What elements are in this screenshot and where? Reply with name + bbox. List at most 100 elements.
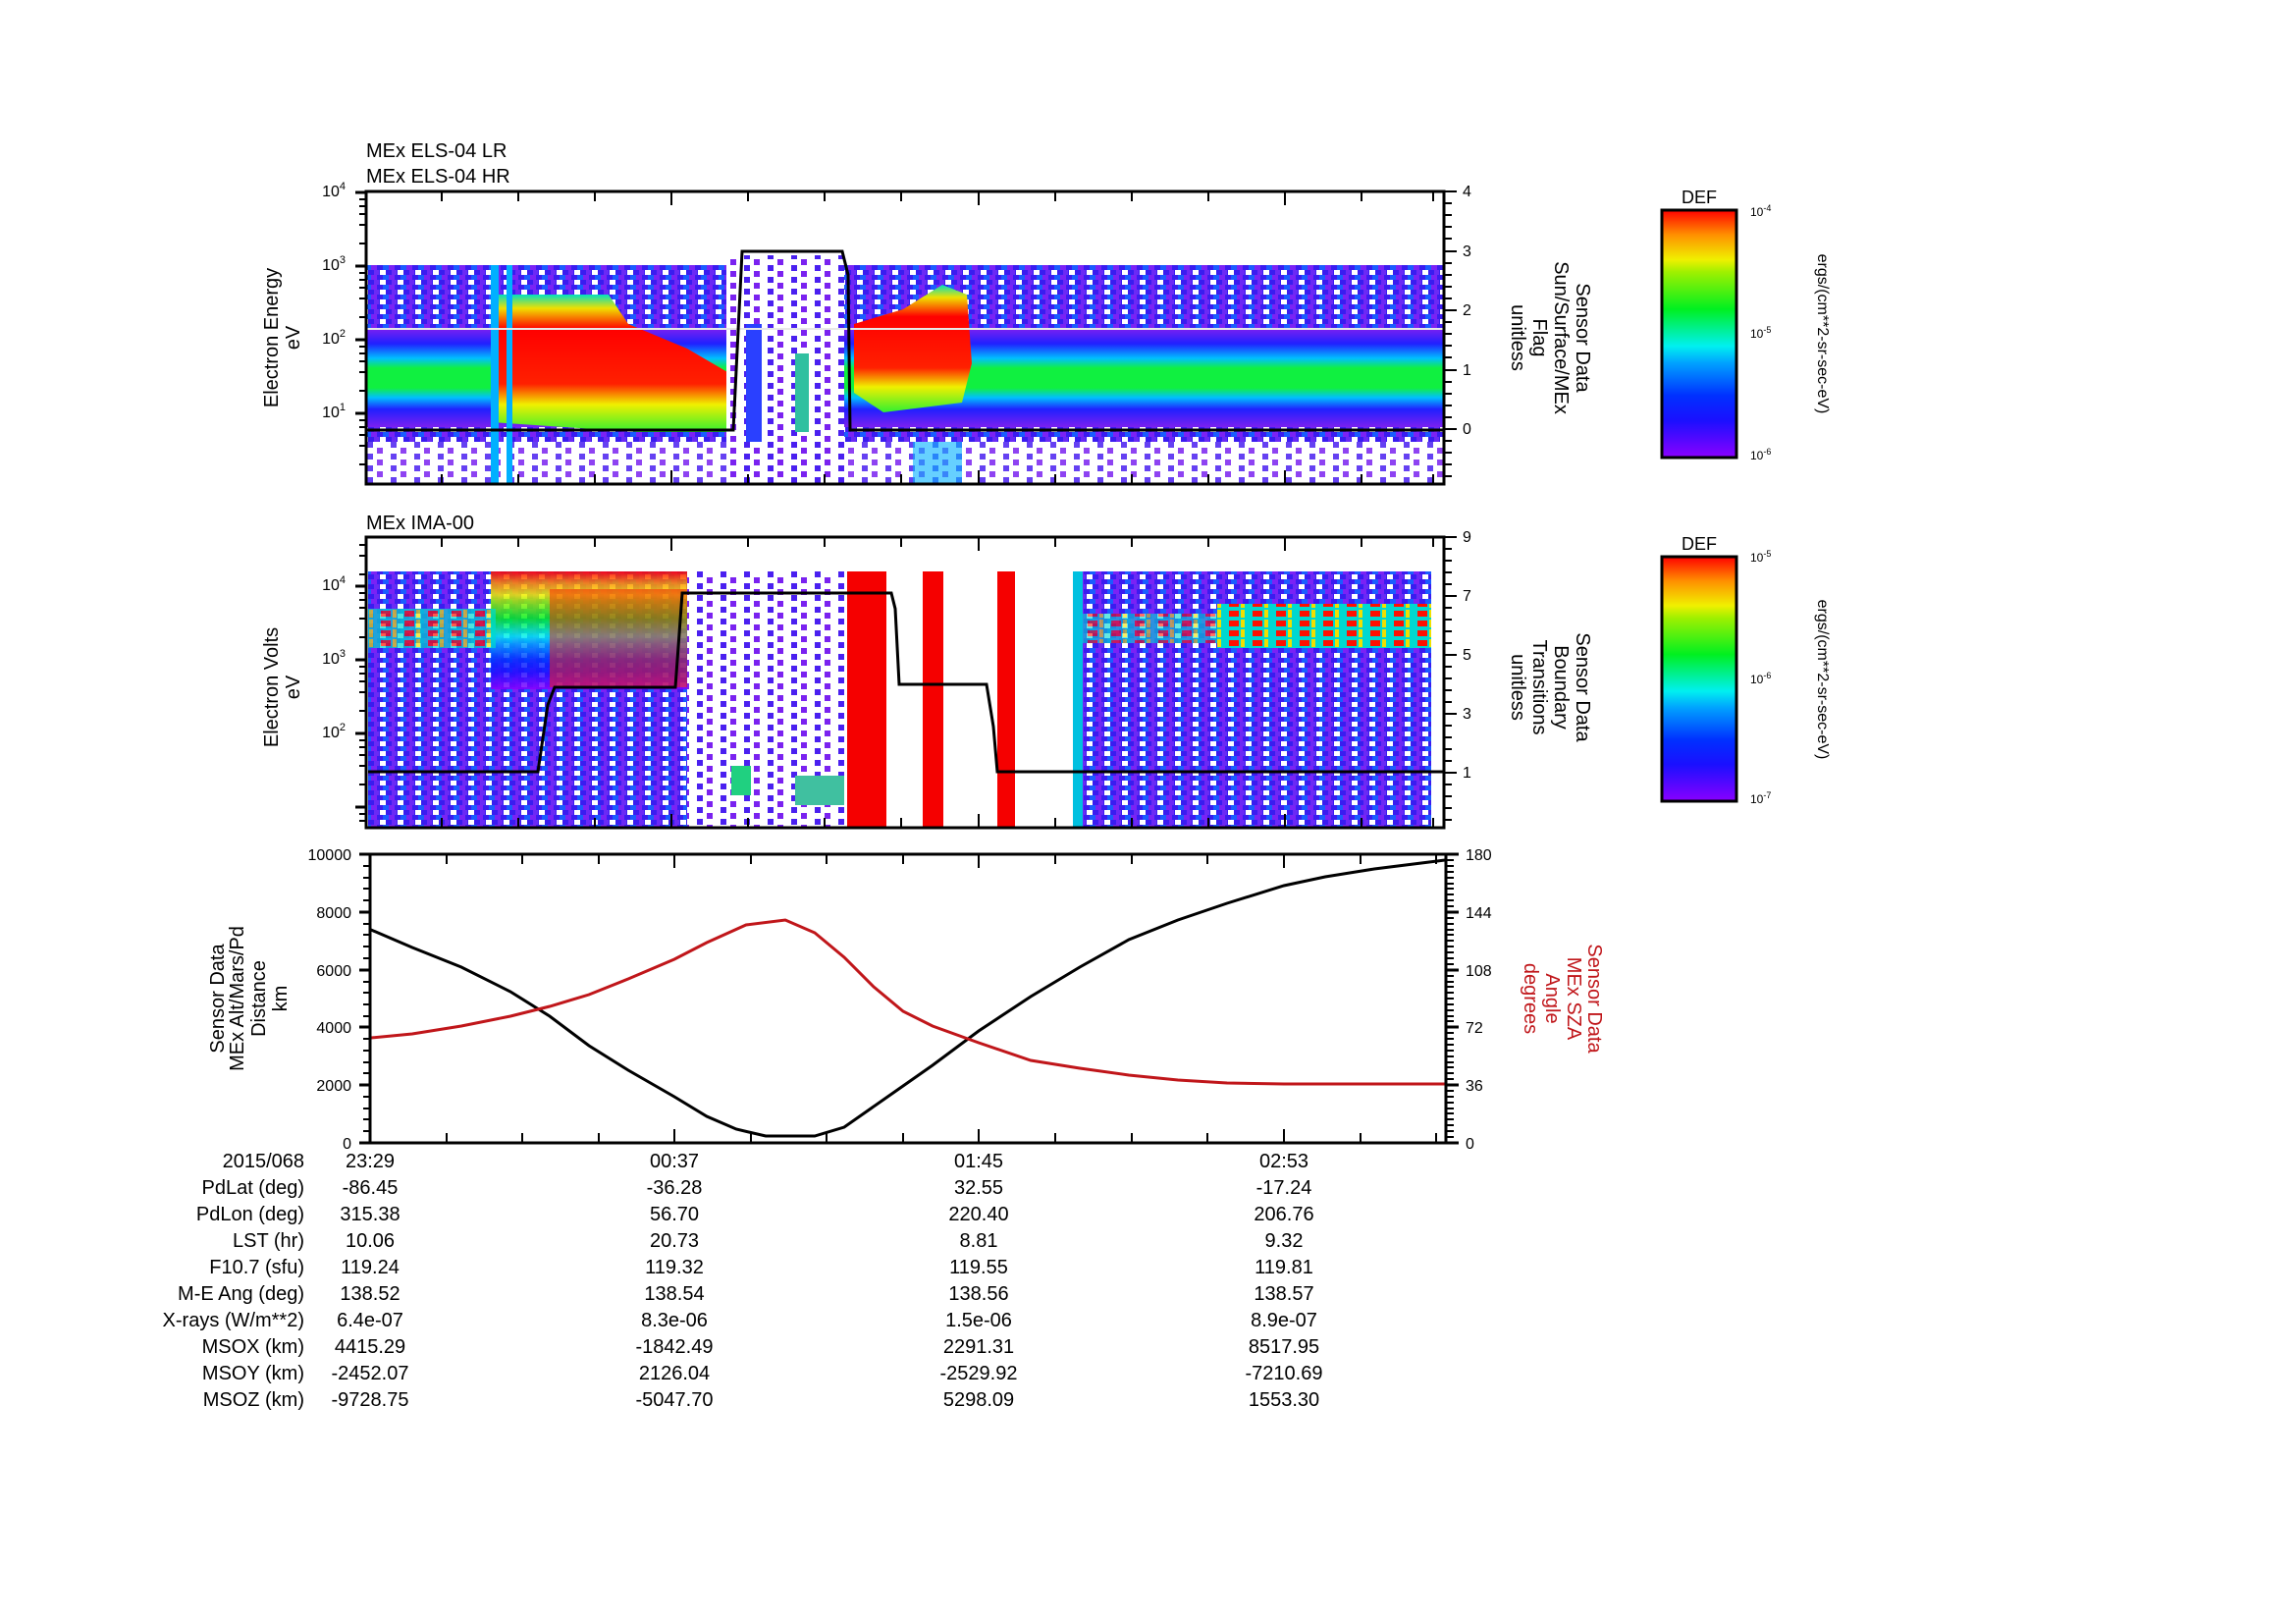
eph-value: 1.5e-06: [945, 1310, 1012, 1331]
eph-value: 8.9e-07: [1251, 1310, 1317, 1331]
svg-text:4: 4: [1463, 184, 1471, 200]
eph-value: 315.38: [340, 1204, 400, 1225]
eph-label: LST (hr): [233, 1230, 304, 1252]
eph-value: -2529.92: [939, 1363, 1018, 1384]
svg-text:0: 0: [343, 1136, 351, 1153]
svg-text:Angle: Angle: [1541, 973, 1563, 1023]
svg-text:Flag: Flag: [1528, 319, 1550, 357]
svg-text:8000: 8000: [316, 905, 351, 922]
eph-label: X-rays (W/m**2): [162, 1310, 304, 1331]
svg-text:Sun/Surface/MEx: Sun/Surface/MEx: [1550, 261, 1572, 414]
svg-text:3: 3: [1463, 243, 1471, 260]
eph-value: 220.40: [948, 1204, 1009, 1225]
els-title-lr: MEx ELS-04 LR: [366, 140, 507, 162]
ima-right-label: Sensor Data Boundary Transitions unitles…: [1507, 632, 1593, 742]
eph-time: 02:53: [1258, 1151, 1309, 1172]
els-panel: MEx ELS-04 LR MEx ELS-04 HR: [261, 140, 1831, 486]
eph-time: 01:45: [953, 1151, 1004, 1172]
svg-text:DEF: DEF: [1682, 534, 1717, 554]
eph-value: 138.56: [948, 1283, 1009, 1305]
eph-label: MSOY (km): [201, 1363, 304, 1384]
eph-value: 138.52: [340, 1283, 400, 1305]
svg-text:Sensor Data: Sensor Data: [207, 944, 229, 1054]
svg-text:unitless: unitless: [1507, 654, 1528, 721]
svg-text:72: 72: [1466, 1020, 1483, 1037]
ima-ylabel-2: eV: [283, 675, 304, 699]
ima-red-block: [923, 571, 943, 828]
els-ytick: 101: [322, 402, 346, 421]
svg-text:104: 104: [322, 574, 346, 594]
eph-value: 2291.31: [942, 1336, 1015, 1358]
svg-text:36: 36: [1466, 1078, 1483, 1095]
svg-text:MEx Alt/Mars/Pd: MEx Alt/Mars/Pd: [227, 926, 248, 1071]
els-ytick: 104: [322, 181, 346, 200]
altitude-line: [370, 858, 1446, 1138]
ima-spectrogram: [368, 571, 1443, 828]
svg-text:km: km: [270, 986, 292, 1012]
svg-text:9: 9: [1463, 529, 1471, 546]
eph-label: F10.7 (sfu): [209, 1257, 304, 1278]
svg-text:2000: 2000: [316, 1078, 351, 1095]
eph-label: PdLat (deg): [201, 1177, 304, 1199]
eph-label: MSOZ (km): [202, 1389, 304, 1411]
svg-text:6000: 6000: [316, 963, 351, 980]
svg-text:103: 103: [322, 648, 346, 668]
svg-text:4000: 4000: [316, 1020, 351, 1037]
ima-panel: MEx IMA-00: [261, 513, 1831, 830]
eph-value: -2452.07: [331, 1363, 409, 1384]
els-ytick: 102: [322, 328, 346, 348]
eph-value: -36.28: [646, 1177, 703, 1199]
eph-value: 1553.30: [1248, 1389, 1320, 1411]
eph-value: -9728.75: [331, 1389, 409, 1411]
eph-value: -86.45: [342, 1177, 399, 1199]
sza-line: [370, 918, 1445, 1086]
eph-value: 32.55: [953, 1177, 1004, 1199]
ephem-line-panel: 10000 8000 6000 4000 2000 0 180 144 108 72 36 0 Se…: [207, 847, 1605, 1153]
eph-value: 10.06: [345, 1230, 396, 1252]
svg-text:Boundary: Boundary: [1550, 645, 1572, 730]
eph-value: 20.73: [649, 1230, 700, 1252]
els-ylabel-1: Electron Energy: [261, 268, 283, 407]
els-ytick: 103: [322, 254, 346, 274]
svg-text:MEx SZA: MEx SZA: [1563, 957, 1584, 1041]
eph-value: 9.32: [1264, 1230, 1304, 1252]
svg-text:10-6: 10-6: [1750, 447, 1771, 462]
ima-title: MEx IMA-00: [366, 513, 474, 534]
eph-value: 8517.95: [1248, 1336, 1320, 1358]
els-spectrogram: [367, 249, 1443, 483]
svg-text:unitless: unitless: [1507, 304, 1528, 371]
eph-value: 206.76: [1254, 1204, 1314, 1225]
eph-value: 119.81: [1255, 1257, 1313, 1278]
ima-ylabel-1: Electron Volts: [261, 627, 283, 747]
els-ylabel-2: eV: [283, 325, 304, 350]
svg-text:144: 144: [1466, 905, 1492, 922]
svg-text:Distance: Distance: [248, 960, 270, 1037]
svg-text:180: 180: [1466, 847, 1492, 864]
els-right-label: Sensor Data Sun/Surface/MEx Flag unitles…: [1507, 261, 1593, 414]
svg-text:1: 1: [1463, 765, 1471, 782]
svg-text:1: 1: [1463, 362, 1471, 379]
eph-value: 5298.09: [942, 1389, 1015, 1411]
line-right-label: Sensor Data MEx SZA Angle degrees: [1520, 944, 1605, 1054]
eph-value: 56.70: [649, 1204, 700, 1225]
svg-text:2: 2: [1463, 302, 1471, 319]
eph-value: -1842.49: [635, 1336, 714, 1358]
svg-text:3: 3: [1463, 706, 1471, 723]
svg-text:ergs/(cm**2-sr-sec-eV): ergs/(cm**2-sr-sec-eV): [1814, 600, 1831, 760]
svg-text:108: 108: [1466, 963, 1492, 980]
ima-red-block: [997, 571, 1015, 828]
eph-label: 2015/068: [222, 1151, 304, 1172]
els-right-minor-ticks: [1444, 202, 1452, 477]
ima-boundary-line: [368, 591, 1443, 774]
eph-value: 2126.04: [638, 1363, 711, 1384]
eph-value: -7210.69: [1245, 1363, 1323, 1384]
ima-red-block: [847, 571, 886, 828]
eph-value: 4415.29: [334, 1336, 406, 1358]
svg-text:0: 0: [1466, 1136, 1474, 1153]
svg-text:10000: 10000: [308, 847, 352, 864]
svg-text:Sensor Data: Sensor Data: [1572, 632, 1593, 742]
eph-value: 119.24: [341, 1257, 400, 1278]
line-frame: [368, 852, 1448, 1145]
svg-text:10-5: 10-5: [1750, 549, 1771, 565]
eph-value: 8.81: [959, 1230, 998, 1252]
